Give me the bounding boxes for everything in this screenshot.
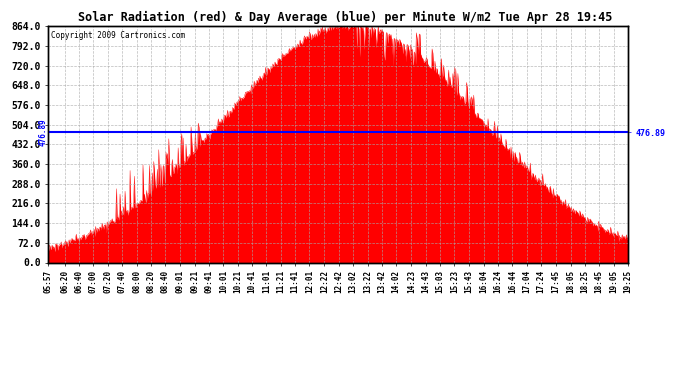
Text: 476.89: 476.89 bbox=[39, 118, 48, 146]
Text: Copyright 2009 Cartronics.com: Copyright 2009 Cartronics.com bbox=[51, 31, 186, 40]
Text: Solar Radiation (red) & Day Average (blue) per Minute W/m2 Tue Apr 28 19:45: Solar Radiation (red) & Day Average (blu… bbox=[78, 11, 612, 24]
